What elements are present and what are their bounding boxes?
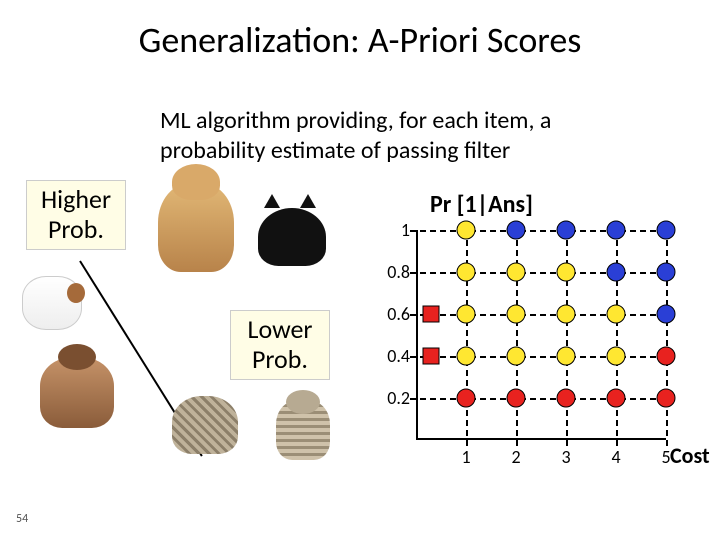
y-tick-label: 0.8 (387, 261, 410, 283)
data-point (507, 305, 526, 324)
x-tick-label: 1 (461, 446, 470, 468)
cat-image (258, 208, 326, 266)
legend-marker (423, 348, 440, 365)
data-point (457, 221, 476, 240)
grid-line-h (410, 356, 666, 358)
data-point (507, 263, 526, 282)
cat-image (172, 396, 238, 454)
data-point (557, 389, 576, 408)
data-point (657, 305, 676, 324)
data-point (507, 347, 526, 366)
data-point (657, 263, 676, 282)
slide-title: Generalization: A-Priori Scores (0, 0, 720, 62)
data-point (657, 389, 676, 408)
data-point (607, 305, 626, 324)
data-point (607, 263, 626, 282)
dog-image (22, 276, 82, 330)
grid-line-h (410, 230, 666, 232)
y-tick-label: 0.2 (387, 387, 410, 409)
data-point (457, 263, 476, 282)
data-point (457, 389, 476, 408)
lower-prob-label: Lower Prob. (230, 310, 330, 380)
data-point (507, 221, 526, 240)
cat-image (276, 400, 330, 460)
grid-line-h (410, 272, 666, 274)
data-point (507, 389, 526, 408)
data-point (607, 347, 626, 366)
data-point (457, 305, 476, 324)
y-tick-label: 0.4 (387, 345, 410, 367)
data-point (557, 221, 576, 240)
data-point (557, 263, 576, 282)
legend-marker (423, 306, 440, 323)
chart-title: Pr [1|Ans] (430, 190, 533, 219)
data-point (657, 221, 676, 240)
data-point (607, 221, 626, 240)
x-tick-label: 4 (611, 446, 620, 468)
scatter-chart: Pr [1|Ans] 123450.20.40.60.81 Cost (380, 190, 700, 490)
dog-image (158, 182, 234, 272)
data-point (557, 305, 576, 324)
slide-subtitle: ML algorithm providing, for each item, a… (160, 106, 620, 166)
higher-prob-label: Higher Prob. (26, 180, 126, 250)
x-axis (416, 438, 666, 440)
data-point (657, 347, 676, 366)
x-axis-label: Cost (670, 442, 710, 469)
grid-line-h (410, 398, 666, 400)
y-tick-label: 1 (401, 219, 410, 241)
data-point (457, 347, 476, 366)
x-tick-label: 2 (511, 446, 520, 468)
data-point (607, 389, 626, 408)
page-number: 54 (16, 512, 28, 526)
grid-line-h (410, 314, 666, 316)
data-point (557, 347, 576, 366)
y-axis (416, 230, 418, 440)
dog-image (40, 358, 114, 428)
y-tick-label: 0.6 (387, 303, 410, 325)
x-tick-label: 3 (561, 446, 570, 468)
chart-plot-area: 123450.20.40.60.81 (416, 230, 666, 440)
